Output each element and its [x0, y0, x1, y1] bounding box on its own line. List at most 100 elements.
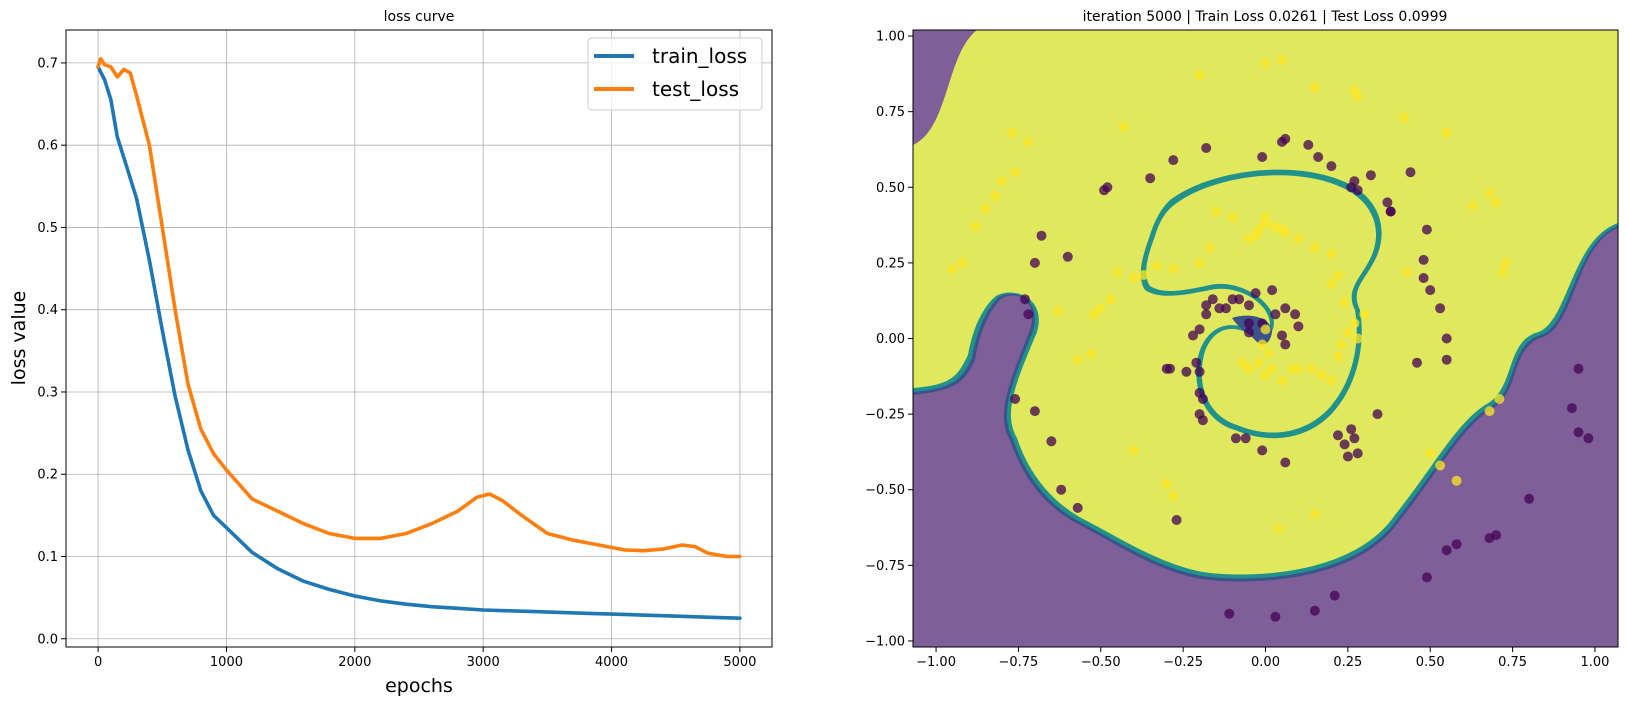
- class-0-point: [1250, 288, 1261, 299]
- class-0-point: [1405, 167, 1416, 178]
- class-0-point: [1309, 605, 1320, 616]
- class-1-point: [970, 221, 981, 232]
- class-1-point: [1250, 230, 1261, 241]
- loss-x-tick-label: 2000: [338, 655, 371, 670]
- class-0-point: [1227, 294, 1238, 305]
- class-0-point: [1194, 324, 1205, 335]
- loss-x-axis-label: epochs: [385, 675, 453, 697]
- class-1-point: [1326, 375, 1337, 386]
- class-0-point: [1372, 409, 1383, 420]
- class-1-point: [1349, 318, 1360, 329]
- class-0-point: [1349, 433, 1360, 444]
- boundary-x-tick-label: −0.25: [1163, 655, 1203, 670]
- class-1-point: [1006, 127, 1017, 138]
- class-0-point: [1029, 257, 1040, 268]
- class-0-point: [1046, 436, 1057, 447]
- class-1-point: [1484, 406, 1495, 417]
- class-0-point: [1194, 409, 1205, 420]
- class-0-point: [1425, 285, 1436, 296]
- boundary-x-tick-label: 0.00: [1251, 655, 1280, 670]
- class-0-point: [1072, 502, 1083, 513]
- boundary-y-ticks: −1.00 −0.75 −0.50 −0.25 0.00 0.25 0.50 0.75 1.00: [865, 30, 913, 649]
- class-0-point: [1188, 330, 1198, 341]
- class-1-point: [1277, 375, 1287, 386]
- class-1-point: [1244, 363, 1254, 374]
- class-1-point: [1161, 478, 1172, 489]
- loss-x-tick-label: 4000: [595, 655, 628, 670]
- class-0-point: [1270, 309, 1281, 320]
- class-0-point: [1224, 608, 1235, 619]
- boundary-x-tick-label: 0.25: [1333, 655, 1362, 670]
- loss-y-ticks: 0.0 0.1 0.2 0.3 0.4 0.5 0.6 0.7: [37, 56, 66, 647]
- class-1-point: [1326, 248, 1337, 259]
- class-1-point: [1309, 242, 1320, 253]
- loss-x-tick-label: 0: [94, 655, 102, 670]
- class-0-point: [1573, 427, 1584, 438]
- class-0-point: [1346, 424, 1357, 435]
- class-1-point: [1326, 279, 1337, 290]
- class-0-point: [1435, 303, 1446, 314]
- class-1-point: [1237, 357, 1248, 368]
- class-1-point: [1309, 82, 1320, 93]
- boundary-x-tick-label: −0.50: [1081, 655, 1121, 670]
- class-1-point: [1425, 448, 1436, 459]
- loss-y-tick-label: 0.7: [37, 56, 58, 71]
- class-1-point: [1263, 348, 1274, 359]
- class-1-point: [1112, 267, 1123, 277]
- class-1-point: [1085, 348, 1096, 359]
- boundary-y-tick-label: −0.75: [865, 559, 905, 574]
- class-1-point: [1257, 339, 1268, 350]
- class-1-point: [1168, 490, 1179, 501]
- class-0-point: [1244, 300, 1254, 311]
- class-0-point: [1020, 294, 1030, 305]
- class-1-point: [1501, 257, 1511, 268]
- class-0-point: [1201, 300, 1212, 311]
- boundary-plot-area: [913, 30, 1618, 647]
- class-0-point: [1566, 403, 1577, 414]
- class-0-point: [1240, 433, 1251, 444]
- class-1-point: [1277, 224, 1287, 235]
- loss-x-tick-label: 1000: [210, 655, 243, 670]
- boundary-x-tick-label: −0.75: [998, 655, 1038, 670]
- class-1-point: [1435, 460, 1446, 471]
- class-0-point: [1342, 451, 1353, 462]
- class-0-point: [1491, 530, 1502, 541]
- class-0-point: [1441, 333, 1452, 344]
- class-1-point: [1402, 267, 1413, 277]
- class-1-point: [1194, 257, 1205, 268]
- class-1-point: [957, 257, 968, 268]
- class-1-point: [1095, 303, 1106, 314]
- boundary-x-tick-label: 0.75: [1498, 655, 1527, 670]
- class-1-point: [1333, 351, 1343, 362]
- boundary-x-tick-label: 1.00: [1580, 655, 1609, 670]
- class-1-point: [1211, 206, 1222, 217]
- scatter-points: [947, 55, 1594, 622]
- class-1-point: [1494, 394, 1505, 404]
- class-0-point: [1201, 309, 1212, 320]
- class-0-point: [1382, 197, 1393, 208]
- class-1-point: [1277, 55, 1287, 66]
- class-0-point: [1062, 251, 1073, 262]
- boundary-chart-title: iteration 5000 | Train Loss 0.0261 | Tes…: [1083, 9, 1448, 25]
- class-1-point: [1128, 445, 1139, 456]
- class-1-point: [996, 176, 1007, 187]
- class-1-point: [1273, 524, 1284, 534]
- class-1-point: [1468, 200, 1478, 211]
- class-1-point: [1267, 363, 1278, 374]
- class-1-point: [1293, 363, 1304, 374]
- loss-y-tick-label: 0.0: [37, 632, 58, 647]
- class-1-point: [1227, 212, 1238, 223]
- class-0-point: [1056, 484, 1067, 495]
- class-0-point: [1583, 433, 1594, 444]
- class-1-point: [1484, 188, 1495, 199]
- class-0-point: [1385, 206, 1396, 217]
- class-0-point: [1280, 303, 1291, 314]
- class-1-point: [1151, 260, 1162, 271]
- class-1-point: [990, 191, 1001, 202]
- boundary-y-tick-label: 0.25: [876, 256, 905, 271]
- loss-y-axis-label: loss value: [8, 291, 30, 386]
- class-0-point: [1145, 173, 1156, 184]
- class-1-point: [1316, 369, 1327, 380]
- class-1-point: [1204, 242, 1215, 253]
